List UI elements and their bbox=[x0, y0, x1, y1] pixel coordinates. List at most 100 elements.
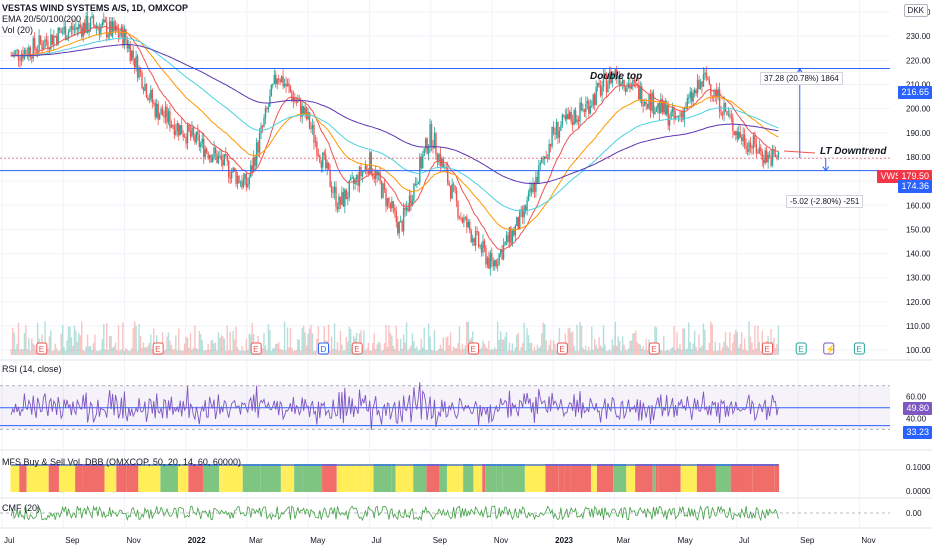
candle-body bbox=[239, 182, 242, 183]
volume-bar bbox=[624, 349, 627, 355]
volume-bar bbox=[642, 346, 644, 355]
volume-bar bbox=[680, 349, 683, 355]
candle-body bbox=[394, 208, 396, 212]
candle-body bbox=[439, 153, 442, 167]
candle-body bbox=[277, 78, 280, 80]
volume-bar bbox=[686, 348, 688, 355]
event-marker[interactable] bbox=[853, 342, 865, 355]
volume-bar bbox=[342, 350, 345, 355]
candle-body bbox=[588, 101, 590, 114]
event-marker[interactable] bbox=[351, 342, 363, 355]
volume-bar bbox=[186, 337, 189, 355]
time-tick-label: Sep bbox=[65, 536, 80, 545]
candle-body bbox=[32, 38, 34, 59]
volume-bar bbox=[307, 334, 309, 355]
event-marker[interactable] bbox=[152, 342, 164, 355]
candle-body bbox=[157, 103, 159, 120]
candle-body bbox=[476, 231, 478, 232]
volume-bar bbox=[508, 342, 511, 355]
volume-bar bbox=[56, 348, 58, 355]
event-marker[interactable] bbox=[250, 342, 262, 355]
candle-body bbox=[405, 207, 408, 211]
candle-body bbox=[733, 131, 736, 136]
candle-body bbox=[469, 221, 471, 231]
candle-body bbox=[373, 175, 375, 179]
volume-bar bbox=[367, 342, 370, 355]
candle-body bbox=[639, 86, 641, 100]
candle-body bbox=[473, 238, 475, 246]
candle-body bbox=[172, 124, 174, 126]
mfs-segment bbox=[502, 464, 525, 492]
volume-bar bbox=[533, 346, 536, 355]
event-marker[interactable] bbox=[795, 342, 807, 355]
volume-bar bbox=[413, 341, 415, 355]
candle-body bbox=[291, 92, 293, 102]
volume-bar bbox=[145, 347, 148, 355]
candle-body bbox=[571, 121, 574, 125]
volume-bar bbox=[761, 330, 763, 355]
volume-bar bbox=[688, 322, 690, 355]
candle-body bbox=[582, 109, 584, 111]
candle-body bbox=[92, 16, 95, 25]
event-marker[interactable] bbox=[823, 342, 835, 355]
horizontal-lines[interactable] bbox=[0, 67, 890, 172]
volume-bar bbox=[308, 328, 311, 355]
volume-bar bbox=[182, 350, 184, 355]
candle-body bbox=[442, 158, 445, 168]
candle-body bbox=[413, 183, 415, 201]
volume-bar bbox=[618, 341, 621, 355]
candle-body bbox=[279, 79, 281, 83]
mfs-segment bbox=[447, 464, 461, 492]
mfs-segment bbox=[160, 464, 178, 492]
price-tick-label: 140.00 bbox=[906, 250, 931, 259]
candle-body bbox=[276, 78, 278, 84]
mfs-pane bbox=[10, 464, 780, 492]
candle-body bbox=[688, 97, 690, 99]
candle-body bbox=[389, 203, 392, 209]
volume-bar bbox=[302, 325, 305, 355]
volume-bar bbox=[164, 349, 167, 355]
candle-body bbox=[686, 98, 688, 109]
mfs-segment bbox=[58, 464, 76, 492]
candle-body bbox=[433, 133, 436, 149]
candle-body bbox=[724, 102, 727, 112]
event-marker[interactable] bbox=[556, 342, 568, 355]
candle-body bbox=[524, 205, 527, 212]
candle-body bbox=[671, 107, 674, 112]
candle-body bbox=[34, 38, 36, 49]
candle-body bbox=[592, 94, 594, 106]
time-tick-label: Mar bbox=[249, 536, 263, 545]
candle-body bbox=[630, 86, 633, 89]
candle-body bbox=[163, 115, 165, 118]
volume-bar bbox=[676, 332, 678, 355]
candle-body bbox=[144, 84, 146, 91]
event-marker[interactable] bbox=[36, 342, 48, 355]
candle-body bbox=[179, 125, 181, 136]
volume-bar bbox=[736, 332, 738, 355]
currency-badge[interactable]: DKK bbox=[903, 4, 928, 17]
volume-bar bbox=[263, 332, 265, 355]
volume-bar bbox=[166, 336, 168, 355]
candle-body bbox=[16, 49, 18, 51]
event-markers[interactable]: E E E D E E E E E E ⚡ E bbox=[36, 342, 865, 355]
volume-bar bbox=[197, 349, 199, 355]
candle-body bbox=[504, 241, 506, 245]
event-marker[interactable] bbox=[762, 342, 774, 355]
candle-body bbox=[579, 102, 581, 122]
candle-body bbox=[657, 103, 659, 109]
event-marker[interactable] bbox=[648, 342, 660, 355]
candle-body bbox=[86, 15, 89, 33]
candle-body bbox=[611, 73, 614, 84]
volume-bar bbox=[91, 350, 93, 355]
candle-body bbox=[235, 170, 237, 184]
event-marker[interactable] bbox=[318, 342, 330, 355]
candle-body bbox=[554, 132, 556, 135]
event-marker[interactable] bbox=[468, 342, 480, 355]
volume-bar bbox=[408, 348, 411, 355]
volume-bar bbox=[549, 339, 552, 355]
volume-bar bbox=[505, 332, 508, 355]
volume-bar bbox=[498, 340, 500, 355]
volume-bar bbox=[638, 343, 640, 355]
candle-body bbox=[153, 102, 155, 104]
